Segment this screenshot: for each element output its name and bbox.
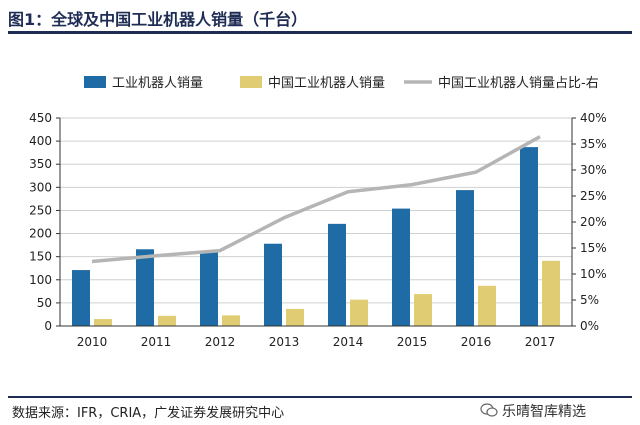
series-line-share (91, 135, 541, 264)
right-tick-label: 10% (580, 267, 607, 281)
right-tick-label: 0% (580, 319, 599, 333)
chart-title: 图1：全球及中国工业机器人销量（千台） (8, 10, 308, 29)
left-tick-label: 400 (29, 134, 52, 148)
x-tick-label: 2015 (397, 335, 428, 349)
right-tick-label: 40% (580, 111, 607, 125)
bar-world (328, 223, 346, 326)
share-line (91, 135, 541, 264)
bar-china (478, 285, 496, 326)
legend-swatch-china (240, 76, 262, 88)
bar-world (264, 243, 282, 326)
right-tick-label: 5% (580, 293, 599, 307)
left-tick-label: 50 (37, 296, 52, 310)
wechat-icon (480, 403, 498, 417)
bar-china (94, 319, 112, 326)
chart-area: 工业机器人销量 中国工业机器人销量 中国工业机器人销量占比-右 0 50 100 150 2… (29, 76, 607, 349)
x-tick-label: 2013 (269, 335, 300, 349)
x-tick-label: 2017 (525, 335, 556, 349)
left-tick-label: 250 (29, 203, 52, 217)
right-tick-label: 15% (580, 241, 607, 255)
x-tick-label: 2011 (141, 335, 172, 349)
watermark: 乐晴智库精选 (502, 404, 586, 420)
bar-china (286, 308, 304, 326)
left-tick-label: 150 (29, 250, 52, 264)
legend-label-china: 中国工业机器人销量 (268, 76, 385, 91)
bar-china (542, 260, 560, 326)
bar-world (456, 190, 474, 326)
x-tick-label: 2010 (77, 335, 108, 349)
x-tick-label: 2012 (205, 335, 236, 349)
bar-world (72, 270, 90, 326)
bar-world (392, 208, 410, 326)
left-tick-label: 450 (29, 111, 52, 125)
x-tick-label: 2016 (461, 335, 492, 349)
bar-china (158, 315, 176, 326)
bar-world (200, 252, 218, 326)
axes: 0 50 100 150 200 250 300 350 400 450 0% 5% 10% 15% 20%… (29, 111, 607, 349)
legend: 工业机器人销量 中国工业机器人销量 中国工业机器人销量占比-右 (84, 76, 599, 91)
right-tick-label: 25% (580, 189, 607, 203)
bars (72, 147, 560, 326)
bar-china (350, 299, 368, 326)
bar-world (520, 147, 538, 326)
footer-rule (8, 396, 632, 398)
left-tick-label: 200 (29, 227, 52, 241)
right-tick-label: 30% (580, 163, 607, 177)
right-tick-label: 20% (580, 215, 607, 229)
left-tick-label: 100 (29, 273, 52, 287)
left-tick-label: 350 (29, 157, 52, 171)
left-tick-label: 0 (44, 319, 52, 333)
right-tick-label: 35% (580, 137, 607, 151)
legend-label-share: 中国工业机器人销量占比-右 (438, 76, 599, 91)
left-tick-label: 300 (29, 180, 52, 194)
legend-label-world: 工业机器人销量 (112, 76, 203, 91)
bar-world (136, 249, 154, 326)
source-note: 数据来源：IFR，CRIA，广发证券发展研究中心 (12, 406, 285, 421)
bar-china (414, 294, 432, 326)
bar-china (222, 315, 240, 326)
x-tick-label: 2014 (333, 335, 364, 349)
legend-swatch-world (84, 76, 106, 88)
title-rule (8, 31, 632, 34)
